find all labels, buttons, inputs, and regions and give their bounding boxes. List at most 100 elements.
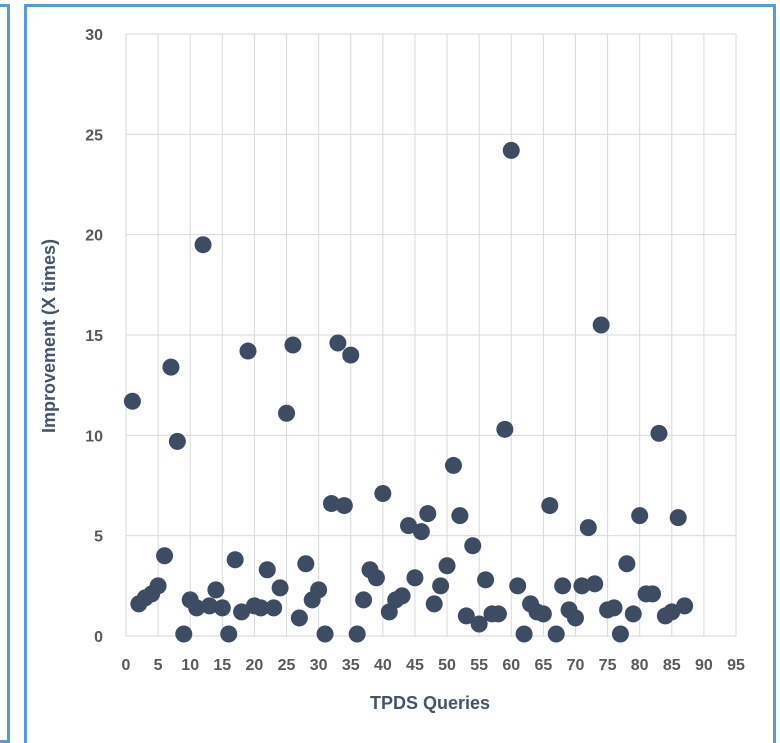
data-point — [579, 519, 597, 537]
data-point — [554, 577, 572, 595]
x-axis-title: TPDS Queries — [370, 693, 490, 713]
data-point — [477, 571, 495, 589]
y-tick-label: 25 — [85, 127, 103, 144]
x-tick-labels: 0 5 10 15 20 25 30 35 40 45 50 55 60 65 70 75 80 85 90 95 — [122, 657, 745, 674]
data-point — [534, 605, 552, 623]
data-point — [547, 625, 565, 643]
x-tick-label: 55 — [470, 657, 488, 674]
data-point — [316, 625, 334, 643]
data-point — [335, 497, 353, 515]
x-tick-label: 5 — [154, 657, 163, 674]
data-point — [374, 485, 392, 503]
data-point — [188, 599, 206, 617]
x-tick-label: 45 — [406, 657, 424, 674]
x-tick-label: 30 — [310, 657, 328, 674]
data-point — [586, 575, 604, 593]
y-axis-title: Improvement (X times) — [39, 239, 59, 433]
data-point — [284, 336, 302, 354]
x-tick-label: 90 — [695, 657, 713, 674]
x-tick-label: 60 — [502, 657, 520, 674]
adjacent-panel-border — [0, 4, 10, 743]
data-point — [438, 557, 456, 575]
data-point — [496, 420, 514, 438]
data-point — [194, 236, 212, 254]
data-point — [444, 456, 462, 474]
data-point — [624, 605, 642, 623]
data-point — [342, 346, 360, 364]
data-point — [432, 577, 450, 595]
data-point — [329, 334, 347, 352]
data-point — [573, 577, 591, 595]
x-tick-label: 70 — [567, 657, 585, 674]
data-point — [412, 523, 430, 541]
x-tick-label: 75 — [599, 657, 617, 674]
data-point — [457, 607, 475, 625]
data-point — [322, 495, 340, 513]
data-point — [605, 599, 623, 617]
data-point — [367, 569, 385, 587]
x-tick-label: 0 — [122, 657, 131, 674]
data-points — [123, 141, 694, 643]
data-point — [233, 603, 251, 621]
x-tick-label: 15 — [213, 657, 231, 674]
data-point — [592, 316, 610, 334]
data-point — [611, 625, 629, 643]
data-point — [239, 342, 257, 360]
x-tick-label: 20 — [246, 657, 264, 674]
y-tick-label: 30 — [85, 27, 103, 44]
data-point — [663, 603, 681, 621]
data-point — [355, 591, 373, 609]
data-point — [271, 579, 289, 597]
data-point — [515, 625, 533, 643]
data-point — [676, 597, 694, 615]
x-tick-label: 35 — [342, 657, 360, 674]
y-tick-label: 0 — [94, 629, 103, 646]
data-point — [310, 581, 328, 599]
data-point — [400, 517, 418, 535]
y-tick-label: 5 — [94, 529, 103, 546]
data-point — [258, 561, 276, 579]
y-tick-label: 15 — [85, 328, 103, 345]
data-point — [175, 625, 193, 643]
data-point — [123, 392, 141, 410]
x-tick-label: 95 — [727, 657, 745, 674]
x-tick-label: 85 — [663, 657, 681, 674]
data-point — [200, 597, 218, 615]
data-point — [168, 432, 186, 450]
data-point — [348, 625, 366, 643]
data-point — [425, 595, 443, 613]
data-point — [207, 581, 225, 599]
x-tick-label: 40 — [374, 657, 392, 674]
data-point — [618, 555, 636, 573]
data-point — [265, 599, 283, 617]
data-point — [566, 609, 584, 627]
data-point — [278, 404, 296, 422]
y-tick-label: 10 — [85, 428, 103, 445]
data-point — [406, 569, 424, 587]
data-point — [297, 555, 315, 573]
data-point — [631, 507, 649, 525]
data-point — [226, 551, 244, 569]
x-tick-label: 50 — [438, 657, 456, 674]
y-tick-labels: 0 5 10 15 20 25 30 — [85, 27, 103, 646]
y-tick-label: 20 — [85, 228, 103, 245]
data-point — [252, 599, 270, 617]
data-point — [393, 587, 411, 605]
grid-lines — [125, 33, 737, 637]
data-point — [149, 577, 167, 595]
x-tick-label: 10 — [181, 657, 199, 674]
x-tick-label: 25 — [278, 657, 296, 674]
data-point — [162, 358, 180, 376]
data-point — [213, 599, 231, 617]
data-point — [669, 509, 687, 527]
data-point — [489, 605, 507, 623]
data-point — [290, 609, 308, 627]
x-tick-label: 80 — [631, 657, 649, 674]
x-tick-label: 65 — [534, 657, 552, 674]
data-point — [464, 537, 482, 555]
data-point — [419, 505, 437, 523]
data-point — [470, 615, 488, 633]
data-point — [509, 577, 527, 595]
data-point — [650, 424, 668, 442]
data-point — [644, 585, 662, 603]
